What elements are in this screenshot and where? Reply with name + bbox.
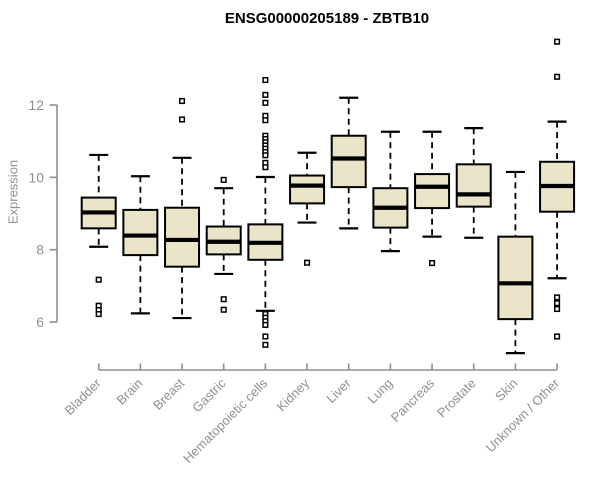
box-brain: [122, 208, 159, 257]
outlier-point: [554, 38, 561, 45]
y-tick-label: 12: [28, 97, 44, 113]
outlier-point: [178, 116, 186, 123]
box-breast: [164, 206, 201, 268]
outlier-point: [304, 259, 311, 266]
outlier-point: [178, 97, 186, 105]
x-tick-label: Bladder: [62, 375, 105, 418]
x-tick-label: Skin: [492, 376, 520, 404]
box-prostate: [455, 163, 492, 208]
outlier-point: [220, 306, 227, 313]
outlier-point: [262, 341, 269, 348]
outlier-point: [95, 276, 102, 283]
x-tick-label: Brain: [113, 376, 145, 408]
outlier-point: [262, 117, 269, 124]
outlier-point: [220, 296, 227, 303]
x-tick-label: Kidney: [273, 375, 312, 414]
outlier-point: [554, 300, 561, 307]
chart-title: ENSG00000205189 - ZBTB10: [224, 10, 430, 27]
outlier-point: [262, 99, 269, 106]
outlier-point: [262, 76, 269, 84]
outlier-point: [554, 294, 561, 301]
x-tick-label: Pancreas: [388, 375, 438, 425]
box-skin: [497, 235, 534, 321]
outlier-point: [262, 321, 269, 328]
outlier-point: [220, 176, 227, 183]
y-tick-label: 10: [28, 169, 44, 185]
box-pancreas: [414, 173, 451, 210]
outlier-point: [262, 91, 269, 98]
outlier-point: [554, 73, 561, 80]
x-tick-label: Prostate: [434, 376, 479, 421]
y-tick-label: 6: [36, 314, 44, 330]
y-tick-label: 8: [36, 242, 44, 258]
outlier-point: [262, 164, 269, 171]
x-tick-label: Unknown / Other: [483, 375, 563, 455]
outlier-point: [429, 260, 436, 267]
outlier-point: [262, 152, 269, 159]
outlier-point: [554, 333, 561, 340]
outlier-point: [262, 333, 269, 340]
outlier-point: [554, 305, 561, 313]
x-tick-label: Liver: [323, 375, 354, 406]
x-tick-label: Lung: [364, 376, 395, 407]
outlier-point: [95, 311, 102, 318]
box-kidney: [289, 174, 326, 205]
x-tick-label: Breast: [150, 375, 187, 412]
box-liver: [330, 134, 367, 189]
x-tick-label: Gastric: [189, 375, 229, 415]
